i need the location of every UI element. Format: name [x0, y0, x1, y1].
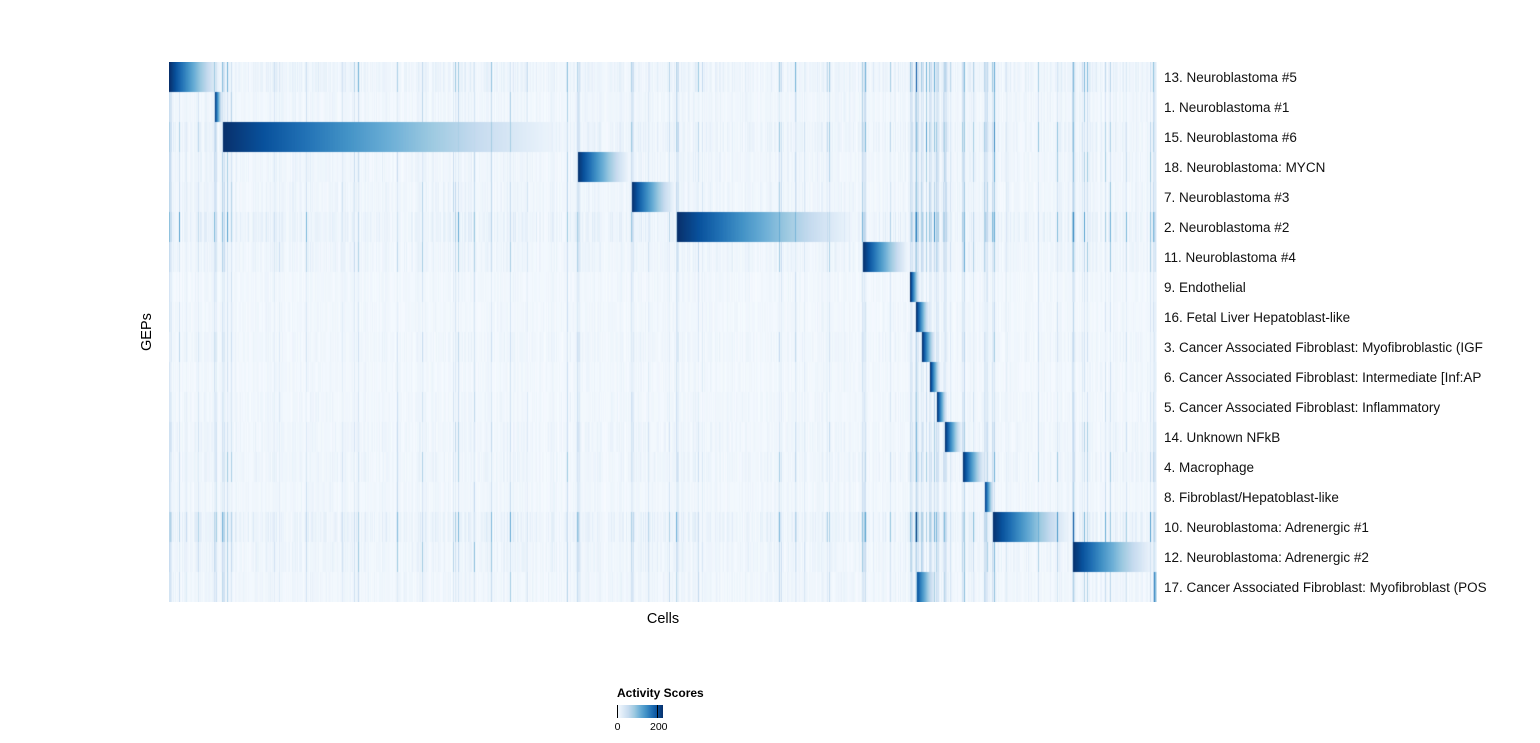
row-label: 16. Fetal Liver Hepatoblast-like: [1164, 309, 1351, 325]
row-label: 3. Cancer Associated Fibroblast: Myofibr…: [1164, 339, 1483, 355]
legend-tick-label: 200: [650, 721, 668, 733]
legend-tick-label: 0: [614, 721, 621, 733]
row-label: 14. Unknown NFkB: [1164, 429, 1281, 445]
row-label: 11. Neuroblastoma #4: [1164, 249, 1296, 265]
legend-title: Activity Scores: [617, 686, 704, 700]
row-label: 9. Endothelial: [1164, 279, 1246, 295]
row-labels: 13. Neuroblastoma #5 1. Neuroblastoma #1 1…: [1164, 62, 1540, 602]
row-label: 17. Cancer Associated Fibroblast: Myofib…: [1164, 579, 1487, 595]
legend-tick-mark: [657, 705, 659, 718]
row-label: 1. Neuroblastoma #1: [1164, 99, 1290, 115]
row-label: 5. Cancer Associated Fibroblast: Inflamm…: [1164, 399, 1441, 415]
row-label: 10. Neuroblastoma: Adrenergic #1: [1164, 519, 1369, 535]
row-label: 8. Fibroblast/Hepatoblast-like: [1164, 489, 1339, 505]
row-label: 7. Neuroblastoma #3: [1164, 189, 1290, 205]
row-label: 6. Cancer Associated Fibroblast: Interme…: [1164, 369, 1482, 385]
row-label: 13. Neuroblastoma #5: [1164, 69, 1297, 85]
row-label: 4. Macrophage: [1164, 459, 1255, 475]
x-axis-label: Cells: [646, 611, 680, 627]
legend: Activity Scores 0 200: [615, 686, 737, 733]
y-axis-label: GEPs: [139, 313, 155, 351]
row-label: 15. Neuroblastoma #6: [1164, 129, 1297, 145]
legend-colorbar: 0 200: [615, 705, 668, 733]
legend-tick-mark: [617, 705, 618, 718]
heatmap-canvas: [169, 62, 1157, 602]
row-label: 2. Neuroblastoma #2: [1164, 219, 1290, 235]
row-label: 18. Neuroblastoma: MYCN: [1164, 159, 1326, 175]
row-label: 12. Neuroblastoma: Adrenergic #2: [1164, 549, 1369, 565]
